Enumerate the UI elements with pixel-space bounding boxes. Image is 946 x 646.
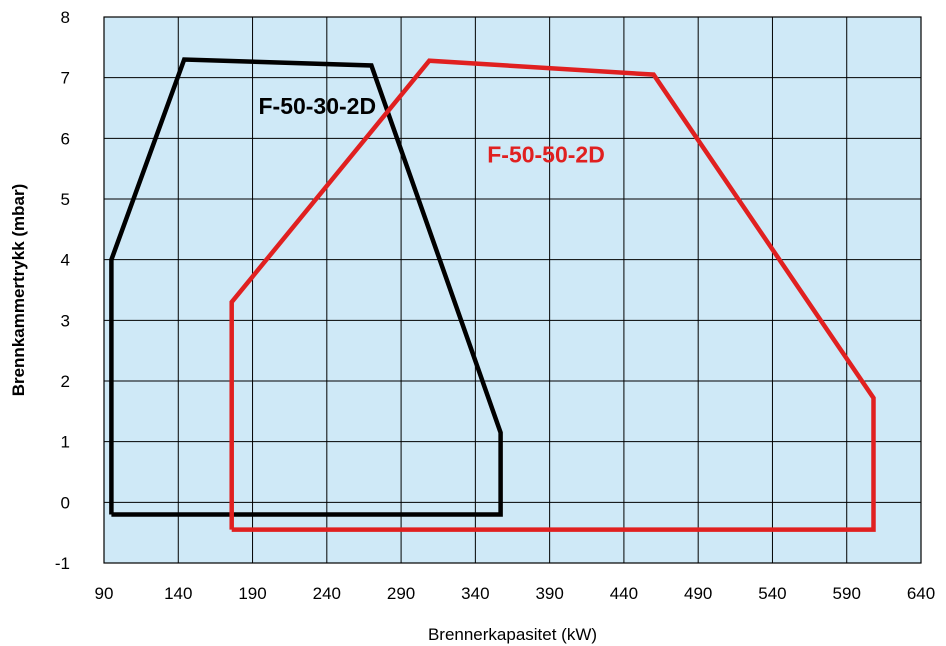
y-tick-label: 4: [61, 251, 70, 270]
y-tick-label: 3: [61, 311, 70, 330]
y-tick-label: 7: [61, 69, 70, 88]
y-tick-label: 2: [61, 372, 70, 391]
series-label: F-50-50-2D: [487, 142, 605, 168]
annotation-layer: F-50-30-2D F-50-50-2D: [258, 93, 604, 168]
x-tick-label: 290: [387, 584, 415, 603]
x-axis-label: Brennerkapasitet (kW): [428, 625, 597, 644]
x-tick-label: 640: [907, 584, 935, 603]
y-tick-label: 6: [61, 129, 70, 148]
series-f-50-50-2d: [229, 58, 876, 532]
x-axis-ticks: 90 140 190 240 290 340 390 440 490 540 590 640: [95, 584, 936, 603]
x-tick-label: 590: [833, 584, 861, 603]
x-tick-label: 390: [535, 584, 563, 603]
y-tick-label: -1: [55, 554, 70, 573]
series-label: F-50-30-2D: [258, 93, 376, 119]
x-tick-label: 490: [684, 584, 712, 603]
x-tick-label: 440: [610, 584, 638, 603]
x-tick-label: 240: [313, 584, 341, 603]
y-axis-ticks: 8 7 6 5 4 3 2 1 0 -1: [55, 8, 70, 573]
grid-lines: [103, 16, 922, 564]
y-tick-label: 8: [61, 8, 70, 27]
y-tick-label: 1: [61, 433, 70, 452]
x-tick-label: 190: [238, 584, 266, 603]
x-tick-label: 90: [95, 584, 114, 603]
x-tick-label: 140: [164, 584, 192, 603]
series-f-50-30-2d: [109, 57, 503, 517]
y-tick-label: 5: [61, 190, 70, 209]
x-tick-label: 340: [461, 584, 489, 603]
y-axis-label: Brennkammertrykk (mbar): [9, 184, 28, 397]
y-tick-label: 0: [61, 493, 70, 512]
series-layer: [109, 57, 876, 532]
x-tick-label: 540: [758, 584, 786, 603]
